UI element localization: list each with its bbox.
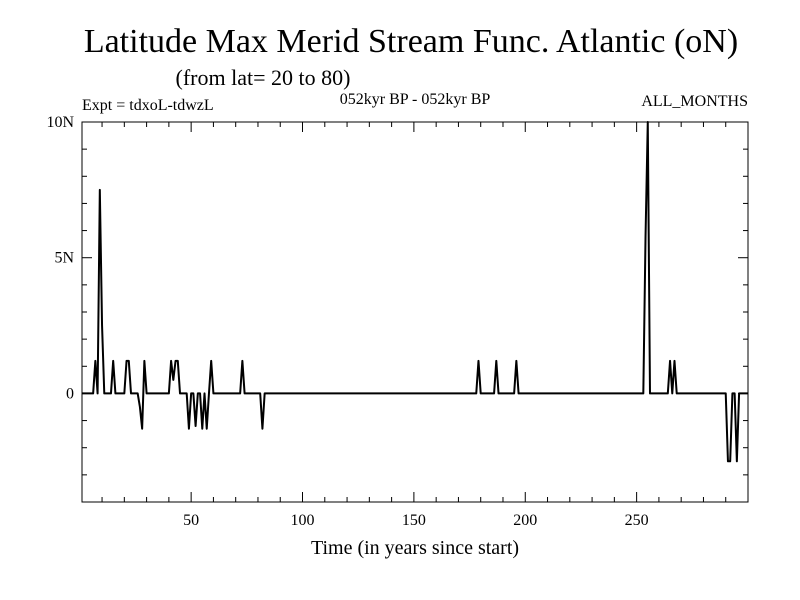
x-tick-label: 50 [183, 512, 199, 529]
x-axis-label: Time (in years since start) [311, 537, 519, 559]
x-axis-ticks: 50 100 150 200 250 [183, 122, 649, 529]
chart-subtitle: (from lat= 20 to 80) [176, 65, 351, 90]
series-layer [82, 121, 748, 463]
x-tick-label: 200 [513, 512, 537, 529]
y-tick-label: 0 [66, 385, 74, 402]
x-tick-label: 150 [402, 512, 426, 529]
experiment-label: Expt = tdxoL-tdwzL [82, 97, 214, 114]
x-tick-label: 100 [291, 512, 315, 529]
minor-ticks [82, 122, 748, 502]
season-label: ALL_MONTHS [641, 93, 748, 110]
y-axis-ticks: 10N 5N 0 [46, 114, 748, 402]
y-tick-label: 5N [54, 250, 74, 267]
x-tick-label: 250 [625, 512, 649, 529]
chart-title: Latitude Max Merid Stream Func. Atlantic… [84, 23, 738, 60]
y-tick-label: 10N [46, 114, 74, 131]
period-label: 052kyr BP - 052kyr BP [340, 91, 491, 108]
series-line [82, 121, 748, 463]
